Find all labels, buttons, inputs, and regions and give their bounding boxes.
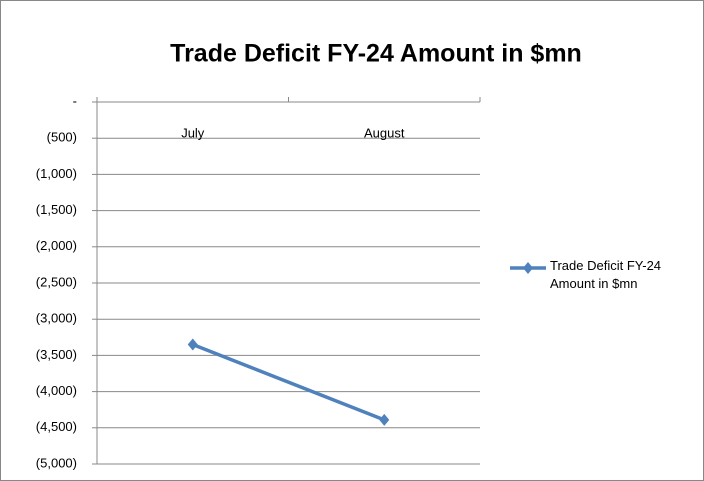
marker — [187, 338, 198, 351]
chart-title: Trade Deficit FY-24 Amount in $mn — [170, 40, 582, 68]
x-tick-label: July — [181, 125, 205, 140]
y-tick-label: (2,000) — [36, 238, 77, 253]
y-tick-label: (1,500) — [36, 202, 77, 217]
x-tick-label: August — [364, 125, 405, 140]
series-line — [192, 342, 385, 422]
y-tick-label: (2,500) — [36, 274, 77, 289]
y-tick-label: (4,000) — [36, 383, 77, 398]
y-tick-label: (5,000) — [36, 455, 77, 470]
y-tick-label: (500) — [47, 130, 77, 145]
y-tick-label: (3,500) — [36, 347, 77, 362]
y-tick-label: (1,000) — [36, 166, 77, 181]
marker — [379, 413, 390, 426]
y-tick-label: (4,500) — [36, 419, 77, 434]
legend-label: Trade Deficit FY-24 Amount in $mn — [550, 258, 662, 291]
y-tick-label: (3,000) — [36, 311, 77, 326]
y-tick-label: - — [73, 93, 77, 108]
marker — [523, 262, 533, 274]
